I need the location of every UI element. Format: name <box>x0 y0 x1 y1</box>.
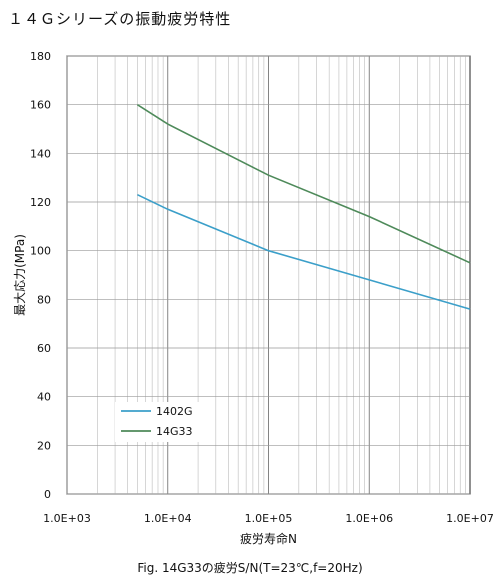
legend-box <box>115 402 211 442</box>
y-tick-label: 120 <box>30 196 51 209</box>
legend-entry: 1402G <box>156 405 193 418</box>
x-axis-ticks: 1.0E+03 1.0E+04 1.0E+05 1.0E+06 1.0E+07 <box>43 512 494 525</box>
y-tick-label: 20 <box>37 439 51 452</box>
y-tick-label: 180 <box>30 50 51 63</box>
legend-entry: 14G33 <box>156 425 193 438</box>
series-line-1402g <box>137 193 471 310</box>
x-tick-label: 1.0E+04 <box>144 512 192 525</box>
y-tick-label: 60 <box>37 342 51 355</box>
figure-caption: Fig. 14G33の疲労S/N(T=23℃,f=20Hz) <box>137 561 363 575</box>
y-tick-label: 100 <box>30 245 51 258</box>
legend: 1402G 14G33 <box>115 402 211 442</box>
x-tick-label: 1.0E+03 <box>43 512 91 525</box>
y-tick-label: 40 <box>37 391 51 404</box>
x-axis-label: 疲労寿命N <box>240 531 297 546</box>
series-line-14g33 <box>136 104 471 264</box>
x-tick-label: 1.0E+07 <box>446 512 494 525</box>
y-tick-label: 160 <box>30 99 51 112</box>
y-axis-label: 最大応力(MPa) <box>13 234 27 316</box>
y-axis-ticks: 0 20 40 60 80 100 120 140 160 180 <box>30 50 51 501</box>
y-tick-label: 140 <box>30 147 51 160</box>
x-tick-label: 1.0E+05 <box>245 512 293 525</box>
page-title: １４Ｇシリーズの振動疲労特性 <box>8 10 232 28</box>
series-lines <box>136 104 471 310</box>
x-tick-label: 1.0E+06 <box>345 512 393 525</box>
y-tick-label: 0 <box>44 488 51 501</box>
y-tick-label: 80 <box>37 293 51 306</box>
